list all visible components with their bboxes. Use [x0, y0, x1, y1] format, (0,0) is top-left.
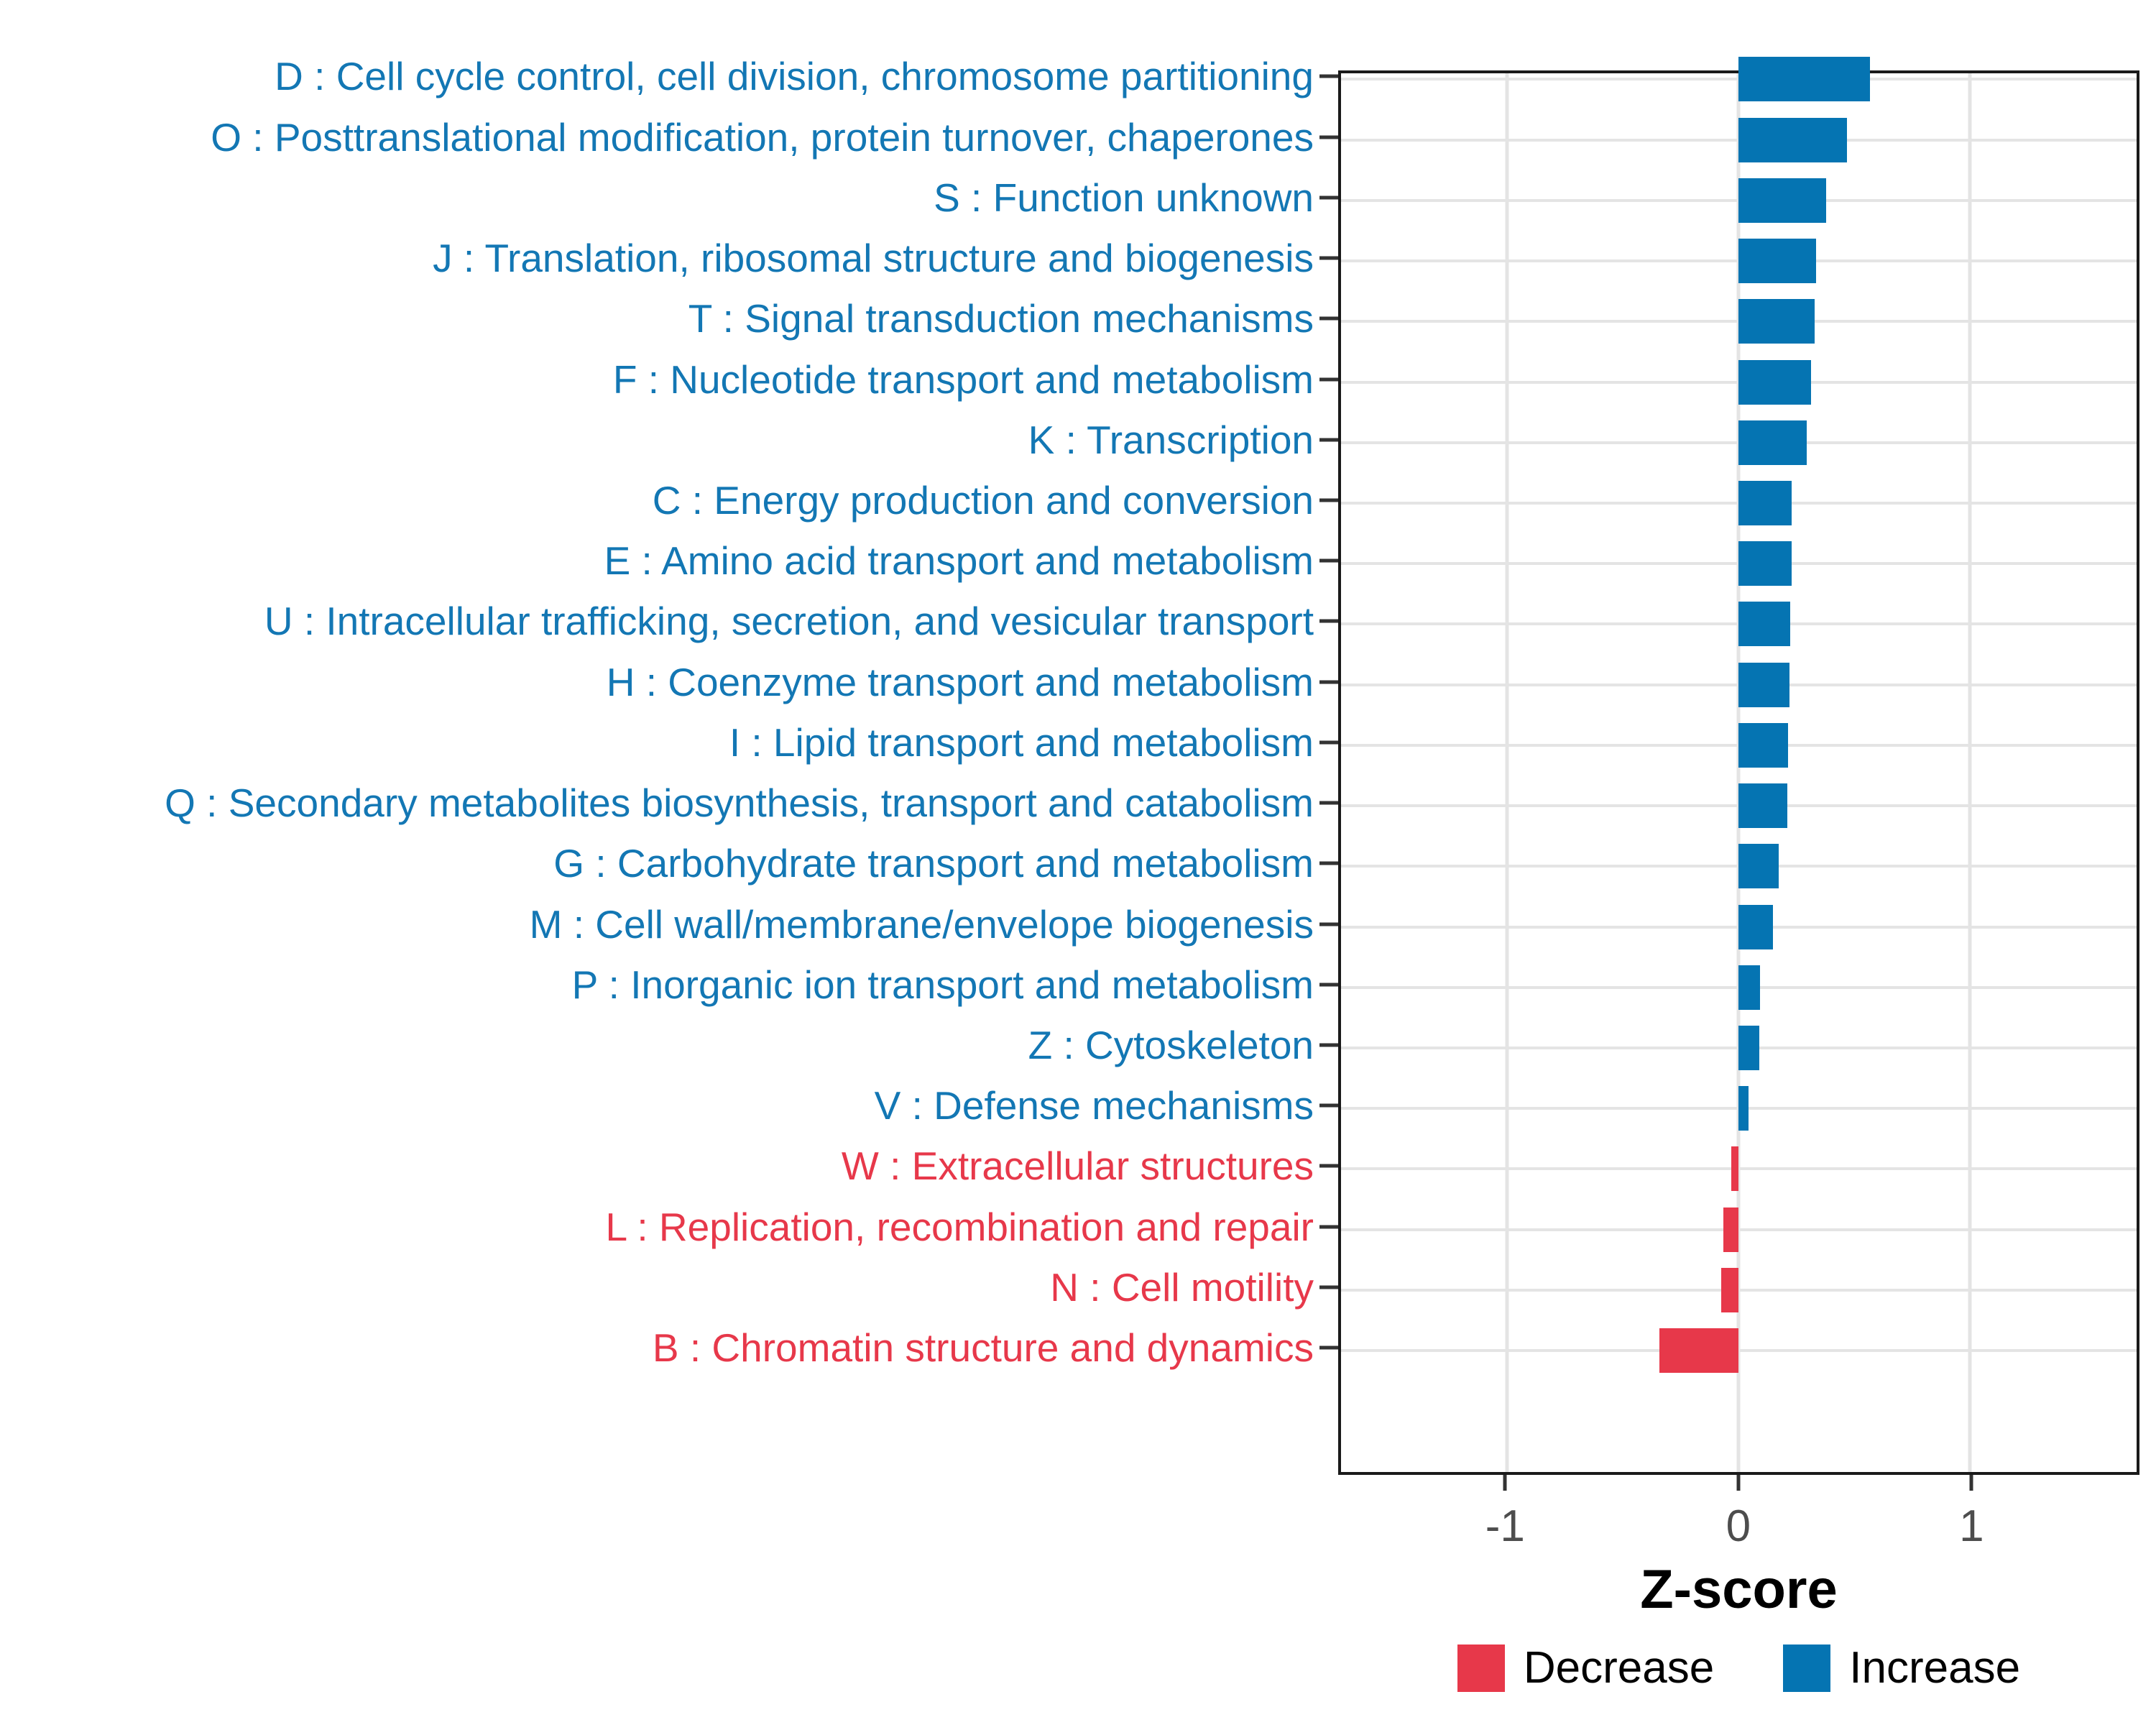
bar-S — [1738, 178, 1827, 223]
category-label-C: C : Energy production and conversion — [652, 477, 1314, 523]
category-label-K: K : Transcription — [1028, 417, 1314, 462]
legend-key-decrease — [1457, 1644, 1505, 1692]
bar-O — [1738, 117, 1848, 162]
bar-N — [1720, 1267, 1738, 1312]
gridline-y-L — [1341, 1228, 2137, 1231]
bar-B — [1659, 1328, 1738, 1374]
bar-F — [1738, 359, 1812, 405]
gridline-x-1 — [1968, 73, 1972, 1472]
y-axis-tick-P — [1319, 983, 1338, 987]
x-tick-label--1: -1 — [1485, 1501, 1525, 1551]
bar-U — [1738, 602, 1791, 647]
y-axis-tick-K — [1319, 438, 1338, 442]
gridline-y-W — [1341, 1167, 2137, 1171]
category-label-O: O : Posttranslational modification, prot… — [211, 114, 1314, 160]
legend-label-decrease: Decrease — [1523, 1643, 1715, 1693]
y-axis-tick-C — [1319, 498, 1338, 502]
gridline-x-0 — [1736, 73, 1741, 1472]
category-label-P: P : Inorganic ion transport and metaboli… — [571, 962, 1314, 1007]
y-axis-tick-F — [1319, 377, 1338, 382]
bar-Q — [1738, 783, 1787, 829]
y-axis-tick-M — [1319, 922, 1338, 926]
category-label-W: W : Extracellular structures — [841, 1144, 1314, 1189]
x-axis-title: Z-score — [1640, 1559, 1838, 1620]
x-axis-tick-1 — [1969, 1475, 1973, 1491]
y-axis-tick-Q — [1319, 801, 1338, 805]
plot-panel — [1338, 57, 2139, 1475]
y-axis-tick-Z — [1319, 1043, 1338, 1047]
x-tick-label-0: 0 — [1726, 1501, 1751, 1551]
bar-K — [1738, 420, 1807, 465]
category-label-N: N : Cell motility — [1050, 1264, 1314, 1310]
y-axis-tick-G — [1319, 861, 1338, 865]
category-label-D: D : Cell cycle control, cell division, c… — [275, 54, 1314, 99]
x-axis-tick--1 — [1503, 1475, 1507, 1491]
bar-Z — [1738, 1026, 1759, 1070]
category-label-B: B : Chromatin structure and dynamics — [652, 1325, 1314, 1371]
category-label-V: V : Defense mechanisms — [874, 1083, 1314, 1128]
category-label-M: M : Cell wall/membrane/envelope biogenes… — [529, 901, 1314, 947]
category-label-G: G : Carbohydrate transport and metabolis… — [553, 841, 1314, 886]
bar-I — [1738, 722, 1789, 768]
bar-C — [1738, 480, 1792, 525]
y-axis-tick-B — [1319, 1346, 1338, 1350]
category-label-S: S : Function unknown — [934, 175, 1314, 220]
y-axis-tick-V — [1319, 1103, 1338, 1108]
bar-H — [1738, 662, 1789, 707]
category-label-T: T : Signal transduction mechanisms — [688, 296, 1314, 341]
category-label-L: L : Replication, recombination and repai… — [605, 1204, 1314, 1249]
bar-M — [1738, 904, 1774, 949]
legend: Decrease Increase — [1338, 1642, 2139, 1693]
y-axis-tick-I — [1319, 740, 1338, 745]
y-axis-tick-H — [1319, 680, 1338, 684]
gridline-y-N — [1341, 1288, 2137, 1292]
y-axis-tick-O — [1319, 135, 1338, 139]
category-label-Z: Z : Cytoskeleton — [1028, 1023, 1314, 1067]
y-axis-tick-U — [1319, 619, 1338, 623]
y-axis-tick-N — [1319, 1285, 1338, 1289]
y-axis-tick-J — [1319, 256, 1338, 260]
bar-G — [1738, 844, 1779, 889]
category-label-E: E : Amino acid transport and metabolism — [604, 538, 1314, 584]
category-label-I: I : Lipid transport and metabolism — [729, 719, 1314, 765]
y-axis-tick-W — [1319, 1164, 1338, 1168]
legend-item-increase: Increase — [1783, 1642, 2020, 1693]
bar-V — [1738, 1086, 1749, 1131]
bar-J — [1738, 239, 1816, 284]
legend-label-increase: Increase — [1849, 1643, 2021, 1693]
y-axis-tick-L — [1319, 1225, 1338, 1229]
legend-item-decrease: Decrease — [1457, 1642, 1714, 1693]
y-axis-tick-E — [1319, 558, 1338, 563]
x-axis-tick-0 — [1736, 1475, 1741, 1491]
bar-T — [1738, 299, 1815, 344]
bar-E — [1738, 541, 1792, 586]
category-label-J: J : Translation, ribosomal structure and… — [433, 236, 1314, 281]
y-axis-tick-D — [1319, 74, 1338, 78]
bar-P — [1738, 965, 1761, 1010]
category-label-H: H : Coenzyme transport and metabolism — [606, 659, 1314, 704]
y-axis-tick-S — [1319, 196, 1338, 200]
legend-key-increase — [1783, 1644, 1831, 1692]
category-label-F: F : Nucleotide transport and metabolism — [612, 356, 1314, 402]
y-axis-tick-T — [1319, 316, 1338, 321]
category-label-Q: Q : Secondary metabolites biosynthesis, … — [165, 781, 1314, 826]
category-label-U: U : Intracellular trafficking, secretion… — [264, 599, 1314, 644]
x-tick-label-1: 1 — [1959, 1501, 1984, 1551]
bar-W — [1731, 1146, 1738, 1192]
gridline-x--1 — [1505, 73, 1509, 1472]
gridline-y-B — [1341, 1349, 2137, 1353]
bar-D — [1738, 57, 1871, 102]
bar-L — [1723, 1207, 1738, 1252]
